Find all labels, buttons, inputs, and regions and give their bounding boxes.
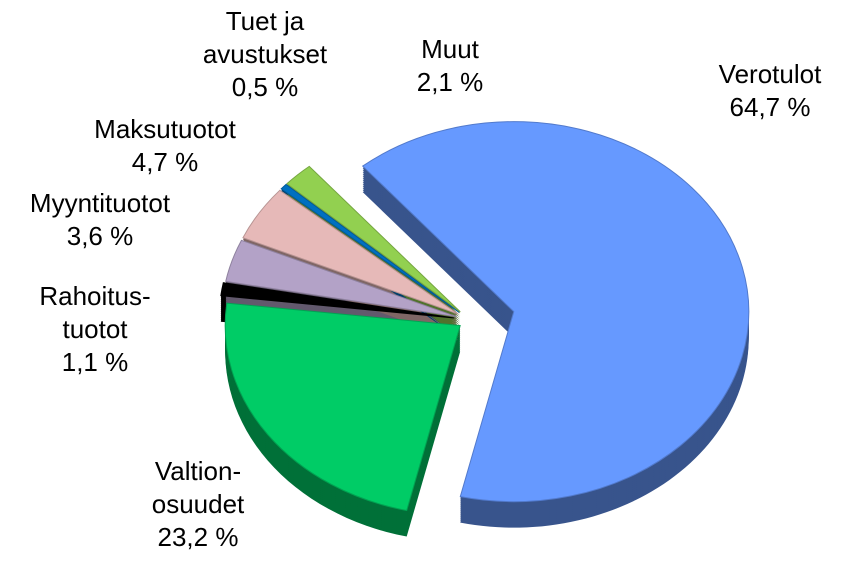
- value-label: 23,2 %: [157, 522, 239, 552]
- category-label: Muut: [421, 34, 479, 64]
- category-label: Myyntituotot: [29, 188, 171, 218]
- category-label: Valtion- osuudet: [151, 456, 245, 519]
- category-label: Verotulot: [718, 59, 822, 89]
- slice: [286, 165, 461, 313]
- category-label: Tuet ja avustukset: [202, 6, 328, 69]
- slice: [242, 189, 459, 315]
- slice: [225, 239, 457, 318]
- slice-label: Tuet ja avustukset 0,5 %: [203, 5, 327, 104]
- slice-label: Verotulot 64,7 %: [719, 58, 822, 124]
- slice-label: Muut 2,1 %: [417, 33, 484, 99]
- slice: [224, 302, 461, 512]
- value-label: 1,1 %: [61, 347, 129, 377]
- category-label: Maksutuotot: [94, 114, 236, 144]
- slice: [361, 121, 750, 503]
- slice: [280, 183, 460, 313]
- value-label: 64,7 %: [729, 92, 811, 122]
- slice: [220, 282, 455, 319]
- slice-label: Maksutuotot 4,7 %: [94, 113, 236, 179]
- value-label: 4,7 %: [131, 147, 199, 177]
- slice-label: Myyntituotot 3,6 %: [30, 187, 170, 253]
- slice-label: Valtion- osuudet 23,2 %: [152, 455, 245, 554]
- slice-label: Rahoitus- tuotot 1,1 %: [39, 280, 150, 379]
- value-label: 3,6 %: [66, 221, 134, 251]
- category-label: Rahoitus- tuotot: [39, 281, 151, 344]
- value-label: 0,5 %: [231, 72, 299, 102]
- value-label: 2,1 %: [416, 67, 484, 97]
